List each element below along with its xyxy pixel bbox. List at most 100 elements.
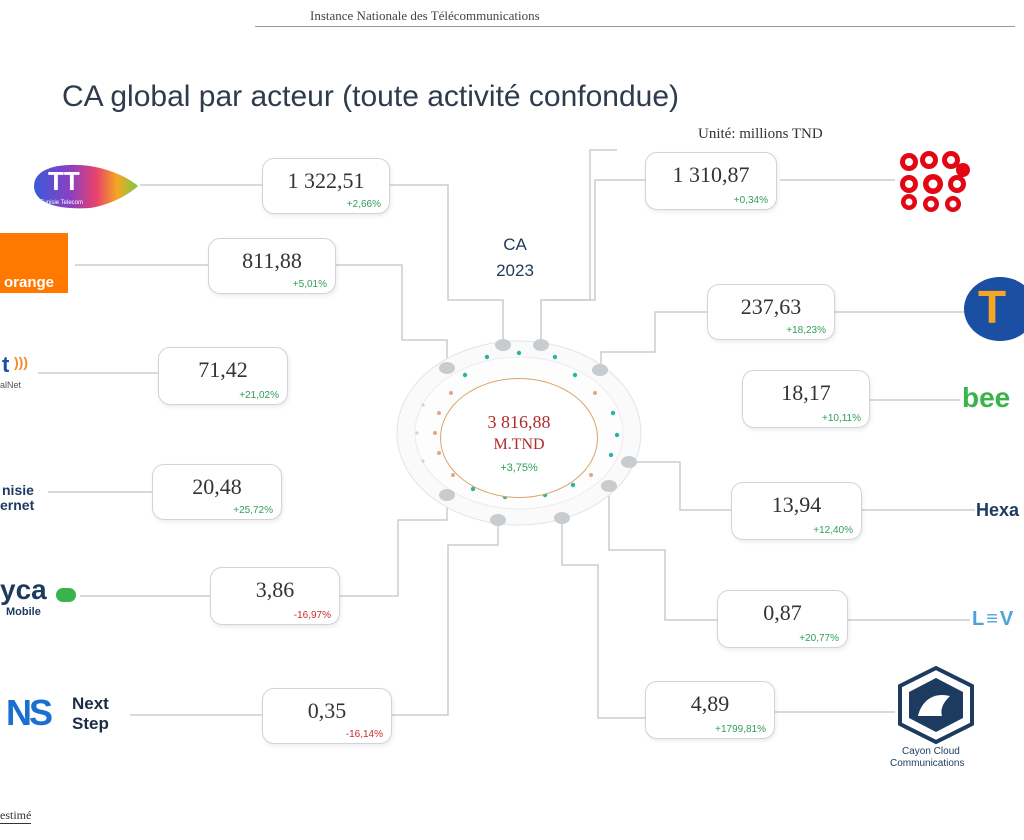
ns-logo-line2: Step	[72, 714, 109, 733]
hexa-logo-text: Hexa	[976, 500, 1020, 520]
topnet-logo-text: T	[978, 281, 1007, 333]
total-value: 3 816,88	[487, 412, 551, 432]
value-box-levant: 0,87 +20,77%	[717, 590, 848, 648]
growth: -16,97%	[293, 610, 331, 621]
value-box-topnet: 237,63 +18,23%	[707, 284, 835, 340]
growth: +5,01%	[292, 279, 327, 290]
lyca-cloud-icon	[56, 588, 76, 602]
ca-label-line1: CA	[503, 235, 527, 254]
value: 71,42	[198, 357, 248, 382]
growth: +18,23%	[786, 325, 826, 336]
value: 237,63	[740, 294, 802, 319]
hexabyte-logo: Hexa	[976, 498, 1024, 524]
tunisie-internet-logo: nisie ernet	[0, 480, 48, 516]
ca-label: CA 2023	[470, 232, 560, 284]
value: 20,48	[192, 474, 242, 499]
levant-logo-text: L≡V	[972, 608, 1016, 630]
growth: +10,11%	[821, 413, 861, 424]
hub-nub	[554, 512, 570, 524]
lyca-logo-text: yca	[0, 574, 47, 605]
globalnet-logo-sub: alNet	[0, 380, 22, 390]
value: 1 322,51	[287, 168, 365, 193]
wire-hexa-center	[628, 461, 731, 511]
value-box-hexabyte: 13,94 +12,40%	[731, 482, 862, 540]
cayon-cloud-logo: Cayon Cloud Communications	[884, 665, 994, 772]
tt-logo-sub: Tunisie Telecom	[40, 200, 84, 206]
ca-label-line2: 2023	[496, 261, 534, 280]
total-growth: +3,75%	[500, 462, 538, 474]
cayon-logo-line2: Communications	[890, 758, 965, 769]
value: 0,87	[763, 600, 802, 625]
hub-nub	[495, 339, 511, 351]
orange-logo-text: orange	[4, 274, 55, 291]
value: 4,89	[690, 691, 730, 716]
tt-logo-text: TT	[48, 166, 80, 196]
value-box-tunisie-internet: 20,48 +25,72%	[152, 464, 282, 520]
value: 3,86	[255, 577, 295, 602]
footnote: estimé	[0, 808, 32, 824]
globalnet-logo-text: t	[2, 352, 10, 377]
value: 811,88	[242, 248, 302, 273]
header-rule	[255, 26, 1015, 27]
wire-ooredoo-box	[545, 179, 645, 301]
wire-topnet-center	[600, 311, 707, 370]
unit-label: Unité: millions TND	[698, 126, 823, 142]
value-box-next-step: 0,35 -16,14%	[262, 688, 392, 744]
cayon-shield-icon	[898, 665, 974, 745]
topnet-logo: T	[962, 276, 1024, 342]
value-box-tunisie-telecom: 1 322,51 +2,66%	[262, 158, 390, 214]
hub-dots	[415, 350, 620, 500]
page-title: CA global par acteur (toute activité con…	[62, 80, 680, 113]
growth: +12,40%	[813, 525, 853, 536]
growth: -16,14%	[345, 729, 383, 740]
ti-logo-line2: ernet	[0, 497, 35, 513]
ti-logo-line1: nisie	[2, 482, 34, 498]
ns-logo-line1: Next	[72, 694, 109, 713]
value-box-ooredoo: 1 310,87 +0,34%	[645, 152, 777, 210]
cayon-logo-line1: Cayon Cloud	[902, 746, 960, 757]
hub-center	[440, 378, 598, 498]
orange-logo: orange	[0, 233, 68, 293]
value: 1 310,87	[672, 162, 750, 187]
value-box-cayon-cloud: 4,89 +1799,81%	[645, 681, 775, 739]
value-box-lycamobile: 3,86 -16,97%	[210, 567, 340, 625]
value-box-orange: 811,88 +5,01%	[208, 238, 336, 294]
growth: +1799,81%	[715, 724, 766, 735]
wifi-icon: )))	[14, 354, 28, 370]
next-step-logo: NS Next Step	[6, 692, 132, 740]
lyca-logo-sub: Mobile	[6, 606, 41, 618]
wire-tt-center	[388, 184, 504, 344]
total-unit: M.TND	[493, 436, 545, 453]
document-header: Instance Nationale des Télécommunication…	[310, 8, 540, 23]
levant-logo: L≡V	[972, 606, 1024, 634]
hub-nub	[533, 339, 549, 351]
value-box-bee: 18,17 +10,11%	[742, 370, 870, 428]
tunisie-telecom-logo: TT Tunisie Telecom	[30, 160, 140, 212]
hub-nub	[439, 489, 455, 501]
wire-ns-center	[392, 521, 499, 716]
growth: +2,66%	[346, 199, 381, 210]
hub-nub	[439, 362, 455, 374]
growth: +0,34%	[733, 195, 768, 206]
bee-logo-text: bee	[962, 382, 1011, 413]
growth: +21,02%	[239, 390, 279, 401]
value: 18,17	[781, 380, 831, 405]
wire-lyca-center	[340, 495, 448, 597]
wire-orange-center	[336, 264, 448, 366]
growth: +20,77%	[799, 633, 839, 644]
ns-logo-mark: NS	[6, 692, 53, 733]
value: 13,94	[771, 492, 822, 517]
bee-logo: bee	[962, 382, 1024, 418]
hub-nub	[621, 456, 637, 468]
ooredoo-logo	[895, 150, 975, 212]
lycamobile-logo: yca Mobile	[0, 574, 80, 622]
growth: +25,72%	[233, 505, 273, 516]
globalnet-logo: t ))) alNet	[0, 352, 40, 392]
wire-levant-center	[608, 486, 717, 621]
value-box-globalnet: 71,42 +21,02%	[158, 347, 288, 405]
hub-nub	[490, 514, 506, 526]
hub-nub	[601, 480, 617, 492]
wire-cayon-center	[561, 518, 645, 719]
hub-nub	[592, 364, 608, 376]
